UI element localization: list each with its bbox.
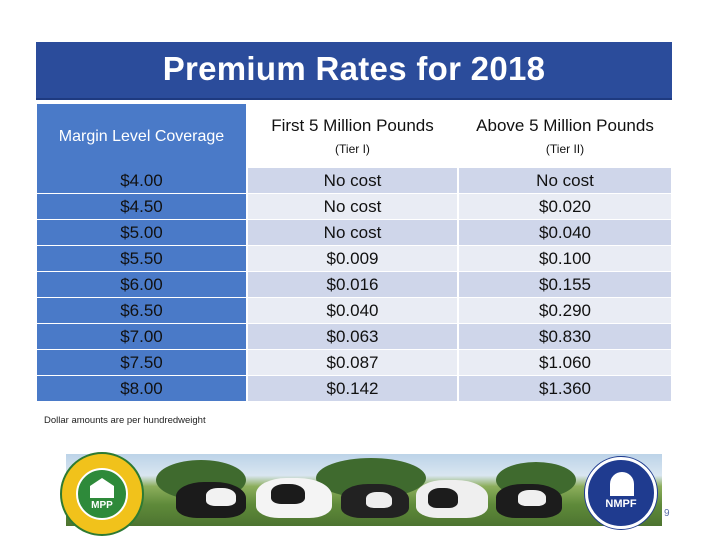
header-sublabel: (Tier I) <box>335 142 370 156</box>
table-row: $7.50 $0.087 $1.060 <box>37 349 671 376</box>
cell-tier-1: No cost <box>247 219 459 246</box>
cell-margin-level: $6.50 <box>37 297 248 324</box>
barn-icon: MPP <box>76 468 128 520</box>
table-header-row: Margin Level Coverage First 5 Million Po… <box>37 104 671 168</box>
mpp-logo: MPP <box>60 452 144 536</box>
cell-margin-level: $4.50 <box>37 193 248 220</box>
cell-margin-level: $7.00 <box>37 323 248 350</box>
cell-tier-1: $0.009 <box>247 245 459 272</box>
table-row: $5.50 $0.009 $0.100 <box>37 245 671 272</box>
cell-tier-2: $0.020 <box>458 193 671 220</box>
header-label: Above 5 Million Pounds <box>476 116 654 135</box>
cell-tier-2: $0.830 <box>458 323 671 350</box>
cow-patch <box>518 490 546 506</box>
cow-patch <box>271 484 305 504</box>
header-label: Margin Level Coverage <box>58 127 225 145</box>
cell-margin-level: $7.50 <box>37 349 248 376</box>
table-row: $4.00 No cost No cost <box>37 168 671 194</box>
cell-tier-2: $0.100 <box>458 245 671 272</box>
cell-tier-1: $0.142 <box>247 375 459 402</box>
table-row: $4.50 No cost $0.020 <box>37 193 671 220</box>
cell-tier-2: $0.040 <box>458 219 671 246</box>
table-row: $7.00 $0.063 $0.830 <box>37 323 671 350</box>
nmpf-logo-text: NMPF <box>605 498 637 510</box>
cell-tier-2: $1.060 <box>458 349 671 376</box>
mpp-logo-text: MPP <box>91 500 113 511</box>
cow-patch <box>366 492 392 508</box>
title-bar: Premium Rates for 2018 <box>36 42 672 100</box>
slide-title: Premium Rates for 2018 <box>162 50 546 87</box>
cell-margin-level: $8.00 <box>37 375 248 402</box>
cell-tier-2: No cost <box>458 168 671 194</box>
cell-tier-2: $0.155 <box>458 271 671 298</box>
cow-patch <box>206 488 236 506</box>
cell-margin-level: $5.00 <box>37 219 248 246</box>
capitol-dome-icon <box>610 472 634 496</box>
table-row: $5.00 No cost $0.040 <box>37 219 671 246</box>
cell-margin-level: $5.50 <box>37 245 248 272</box>
header-sublabel: (Tier II) <box>545 142 585 156</box>
header-label: First 5 Million Pounds <box>271 116 434 135</box>
table-row: $8.00 $0.142 $1.360 <box>37 375 671 402</box>
header-tier-2: Above 5 Million Pounds (Tier II) <box>458 104 671 168</box>
cell-tier-1: No cost <box>247 193 459 220</box>
cell-tier-2: $0.290 <box>458 297 671 324</box>
cell-tier-1: No cost <box>247 168 459 194</box>
footnote: Dollar amounts are per hundredweight <box>44 415 206 426</box>
table-row: $6.00 $0.016 $0.155 <box>37 271 671 298</box>
header-margin-level: Margin Level Coverage <box>37 104 248 168</box>
premium-rates-table: Margin Level Coverage First 5 Million Po… <box>37 104 671 402</box>
cell-tier-1: $0.063 <box>247 323 459 350</box>
cow-patch <box>428 488 458 508</box>
page-number: 9 <box>664 508 670 519</box>
cell-tier-1: $0.016 <box>247 271 459 298</box>
dairy-cows-photo <box>66 454 662 526</box>
cell-margin-level: $6.00 <box>37 271 248 298</box>
cell-tier-1: $0.040 <box>247 297 459 324</box>
nmpf-logo: NMPF <box>585 457 657 529</box>
cell-tier-1: $0.087 <box>247 349 459 376</box>
header-tier-1: First 5 Million Pounds (Tier I) <box>247 104 459 168</box>
table-row: $6.50 $0.040 $0.290 <box>37 297 671 324</box>
cell-tier-2: $1.360 <box>458 375 671 402</box>
cell-margin-level: $4.00 <box>37 168 248 194</box>
